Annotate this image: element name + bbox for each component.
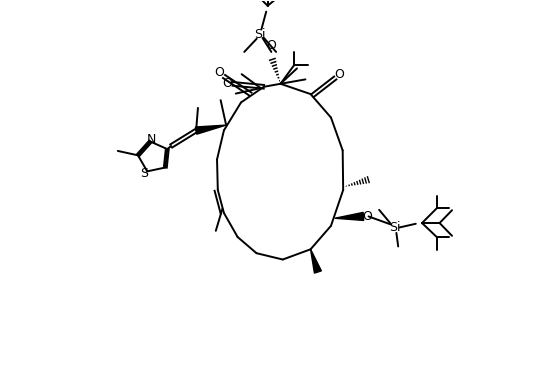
Text: O: O	[266, 39, 276, 52]
Text: O: O	[223, 77, 233, 90]
Text: O: O	[335, 68, 345, 81]
Text: Si: Si	[254, 28, 265, 41]
Polygon shape	[195, 125, 226, 134]
Polygon shape	[335, 213, 364, 220]
Polygon shape	[311, 249, 321, 273]
Text: S: S	[140, 167, 148, 180]
Text: O: O	[362, 210, 372, 223]
Text: N: N	[146, 133, 156, 146]
Text: O: O	[214, 66, 224, 79]
Text: Si: Si	[389, 221, 400, 234]
